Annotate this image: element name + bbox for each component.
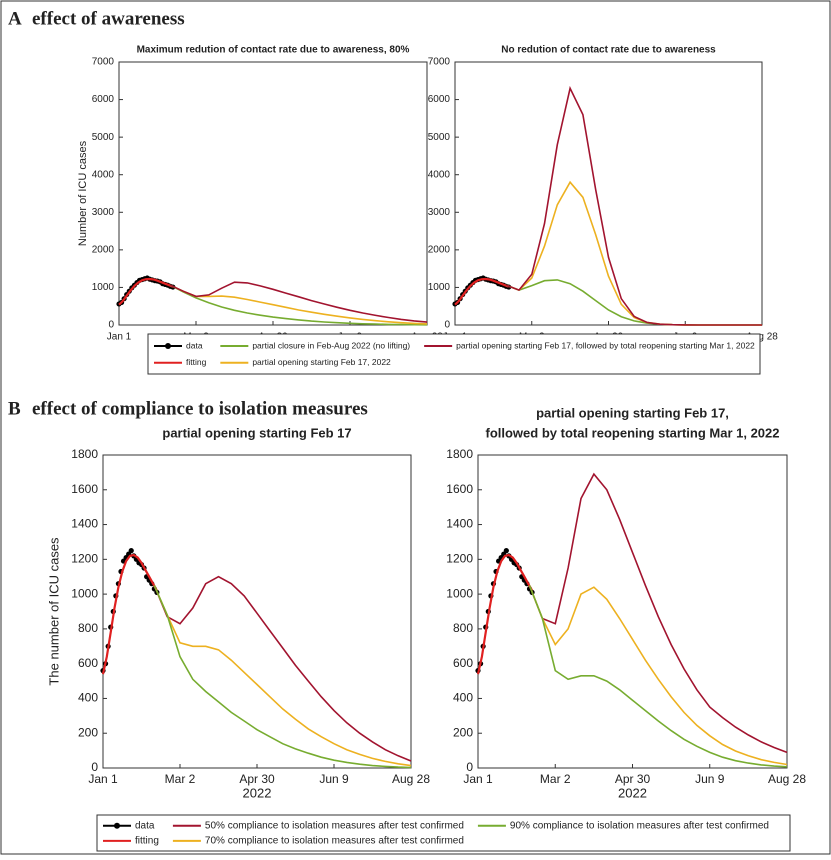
y-tick-label: 1000 (92, 282, 115, 293)
series-line (528, 585, 788, 768)
y-tick-label: 600 (78, 656, 98, 670)
y-axis-label: The number of ICU cases (46, 537, 61, 686)
y-tick-label: 1800 (446, 447, 473, 461)
y-tick-label: 4000 (428, 169, 451, 180)
data-point (503, 548, 509, 554)
series-line (169, 284, 428, 326)
x-tick-label: Aug 28 (768, 772, 806, 786)
chart-title: followed by total reopening starting Mar… (486, 425, 780, 440)
legend-label: partial opening starting Feb 17, followe… (456, 340, 755, 350)
y-tick-label: 1400 (71, 517, 98, 531)
series-line (169, 281, 428, 323)
data-point (128, 548, 134, 554)
y-tick-label: 200 (453, 725, 473, 739)
y-tick-label: 0 (444, 320, 450, 331)
y-tick-label: 5000 (92, 132, 115, 143)
series-line (476, 553, 534, 675)
heading: effect of awareness (32, 8, 185, 29)
series-line (153, 575, 412, 762)
series-line (528, 472, 788, 754)
x-tick-label: Jun 9 (695, 772, 725, 786)
y-tick-label: 2000 (92, 244, 115, 255)
x-tick-label: Jan 1 (463, 772, 493, 786)
y-tick-label: 0 (466, 760, 473, 774)
legend-marker (114, 822, 120, 829)
plot-box (102, 454, 412, 769)
y-tick-label: 1600 (71, 482, 98, 496)
legend-box (96, 814, 791, 852)
x-axis-label: 2022 (243, 785, 272, 800)
legend-label: 70% compliance to isolation measures aft… (205, 836, 464, 847)
legend-label: 50% compliance to isolation measures aft… (205, 820, 464, 831)
y-tick-label: 6000 (428, 94, 451, 105)
y-tick-label: 1200 (446, 552, 473, 566)
heading-letter: A (8, 8, 22, 29)
x-tick-label: Apr 30 (239, 772, 275, 786)
chart-title: partial opening starting Feb 17 (162, 425, 351, 440)
y-tick-label: 1000 (428, 282, 451, 293)
x-tick-label: Mar 2 (165, 772, 196, 786)
series-line (528, 585, 788, 766)
series-line (153, 585, 412, 767)
legend-label: data (186, 340, 203, 350)
y-tick-label: 6000 (92, 94, 115, 105)
y-tick-label: 1000 (446, 586, 473, 600)
y-tick-label: 1200 (71, 552, 98, 566)
series-line (153, 585, 412, 769)
heading-letter: B (8, 398, 21, 419)
y-tick-label: 0 (91, 760, 98, 774)
legend-marker (165, 343, 171, 349)
legend-box (147, 333, 761, 375)
y-tick-label: 3000 (428, 207, 451, 218)
y-tick-label: 7000 (92, 57, 115, 68)
x-tick-label: Jan 1 (88, 772, 118, 786)
y-tick-label: 1600 (446, 482, 473, 496)
legend-label: partial closure in Feb-Aug 2022 (no lift… (252, 340, 410, 350)
x-tick-label: Aug 28 (392, 772, 430, 786)
x-tick-label: Jun 9 (319, 772, 349, 786)
y-tick-label: 800 (453, 621, 473, 635)
y-tick-label: 400 (453, 691, 473, 705)
chart-title: partial opening starting Feb 17, (536, 405, 729, 420)
y-tick-label: 4000 (92, 169, 115, 180)
x-axis-label: 2022 (618, 785, 647, 800)
x-tick-label: Jan 1 (107, 332, 132, 343)
y-tick-label: 3000 (92, 207, 115, 218)
y-tick-label: 7000 (428, 57, 451, 68)
y-tick-label: 2000 (428, 244, 451, 255)
y-tick-label: 600 (453, 656, 473, 670)
plot-box (454, 61, 763, 326)
series-line (454, 277, 510, 306)
y-tick-label: 0 (108, 320, 114, 331)
plot-box (477, 454, 788, 769)
y-tick-label: 800 (78, 621, 98, 635)
x-tick-label: Aug 28 (746, 332, 778, 343)
plot-box (118, 61, 428, 326)
legend-label: fitting (186, 357, 207, 367)
legend-label: fitting (135, 836, 159, 847)
series-line (169, 284, 428, 325)
heading: effect of compliance to isolation measur… (32, 398, 368, 419)
chart-title: Maximum redution of contact rate due to … (137, 45, 410, 56)
y-tick-label: 200 (78, 725, 98, 739)
legend-label: 90% compliance to isolation measures aft… (510, 820, 769, 831)
x-tick-label: Mar 2 (540, 772, 571, 786)
chart-title: No redution of contact rate due to aware… (501, 45, 716, 56)
y-tick-label: 400 (78, 691, 98, 705)
series-line (505, 85, 762, 326)
y-axis-label: Number of ICU cases (77, 140, 89, 246)
y-tick-label: 1400 (446, 517, 473, 531)
series-line (118, 277, 174, 306)
legend-label: partial opening starting Feb 17, 2022 (252, 357, 391, 367)
y-tick-label: 5000 (428, 132, 451, 143)
legend-label: data (135, 820, 155, 831)
series-line (101, 553, 158, 675)
x-tick-label: Apr 30 (615, 772, 651, 786)
y-tick-label: 1000 (71, 586, 98, 600)
y-tick-label: 1800 (71, 447, 98, 461)
